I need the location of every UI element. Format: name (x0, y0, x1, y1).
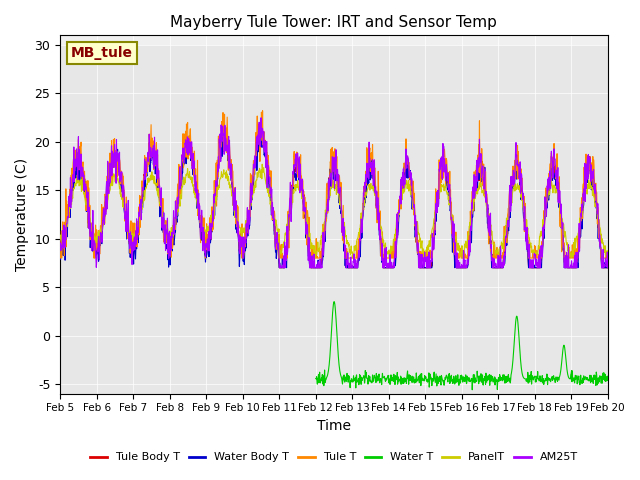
Title: Mayberry Tule Tower: IRT and Sensor Temp: Mayberry Tule Tower: IRT and Sensor Temp (170, 15, 497, 30)
X-axis label: Time: Time (317, 419, 351, 433)
Y-axis label: Temperature (C): Temperature (C) (15, 158, 29, 271)
Text: MB_tule: MB_tule (71, 46, 133, 60)
Legend: Tule Body T, Water Body T, Tule T, Water T, PanelT, AM25T: Tule Body T, Water Body T, Tule T, Water… (86, 448, 582, 467)
Bar (60, 45, 608, 287)
Bar (60, 287, 608, 394)
